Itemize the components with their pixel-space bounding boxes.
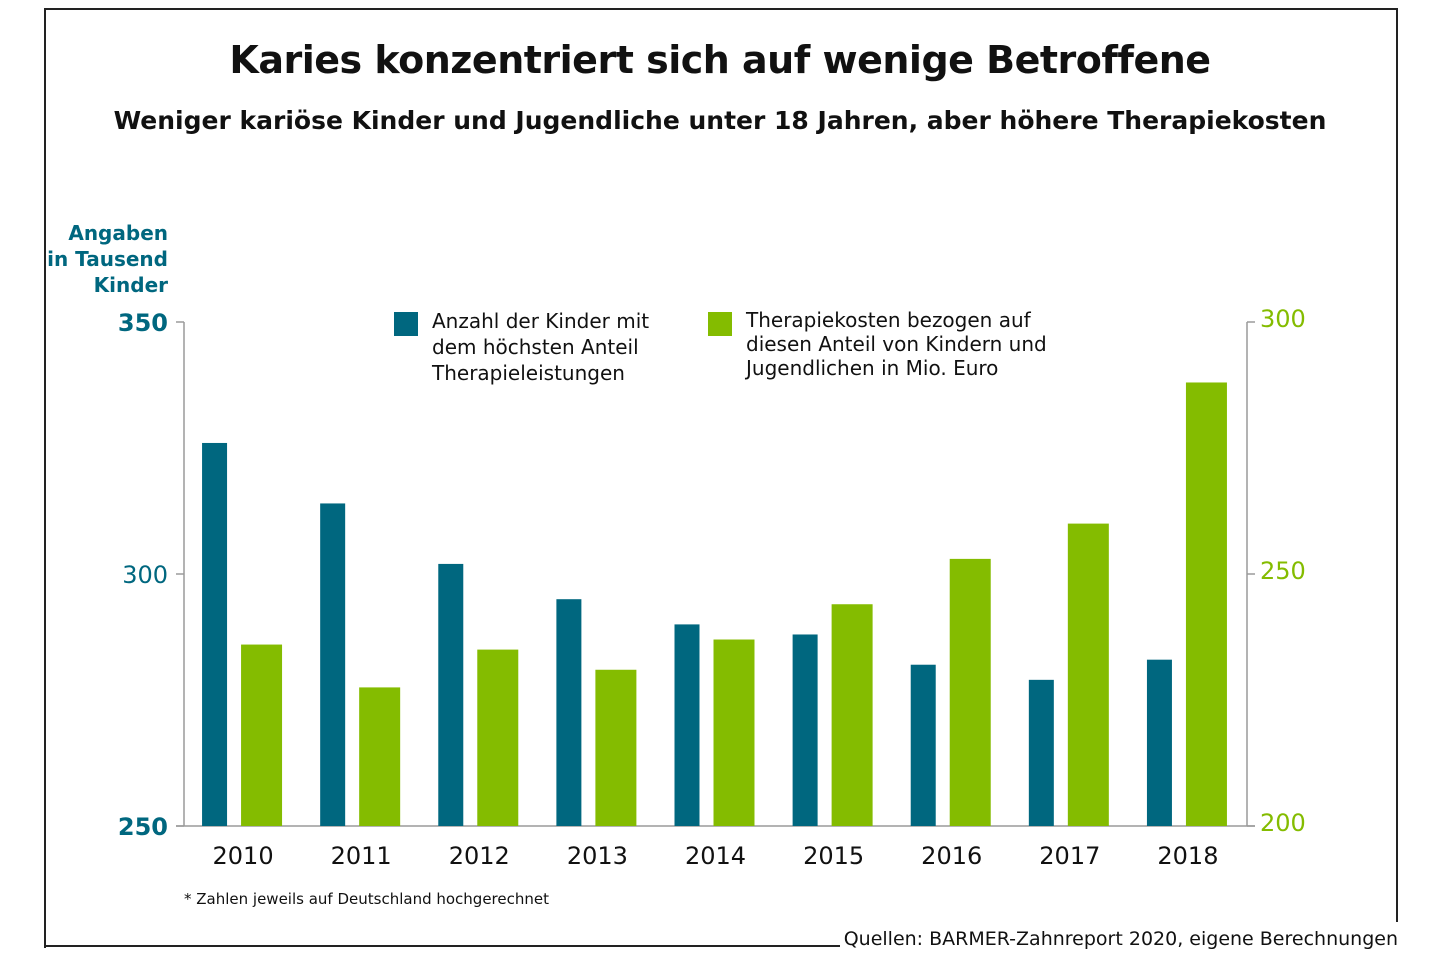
bar-children-2011	[320, 503, 346, 826]
bar-costs-2018	[1185, 382, 1227, 826]
bar-costs-2017	[1067, 523, 1109, 826]
y-axis-left-tick-label: 300	[122, 561, 168, 589]
y-axis-left-tick-label: 350	[118, 309, 168, 337]
bar-children-2010	[202, 442, 228, 826]
legend-label-line: Jugendlichen in Mio. Euro	[746, 356, 999, 380]
legend-label-line: Therapiekosten bezogen auf	[746, 308, 1031, 332]
x-axis-tick-label: 2010	[213, 842, 274, 870]
legend-label-line: Therapieleistungen	[432, 361, 625, 385]
x-axis-tick-label: 2017	[1039, 842, 1100, 870]
bar-children-2018	[1146, 659, 1172, 826]
bar-costs-2016	[949, 558, 991, 826]
y-axis-right-tick-label: 300	[1260, 305, 1306, 333]
bar-children-2012	[438, 563, 464, 826]
bar-costs-2013	[595, 669, 637, 826]
footnote: * Zahlen jeweils auf Deutschland hochger…	[184, 890, 549, 908]
x-axis-tick-label: 2013	[567, 842, 628, 870]
y-axis-left-label-line: in Tausend	[47, 247, 168, 271]
bar-costs-2012	[477, 649, 519, 826]
chart-title: Karies konzentriert sich auf wenige Betr…	[229, 38, 1211, 82]
chart-subtitle: Weniger kariöse Kinder und Jugendliche u…	[113, 106, 1327, 135]
bar-costs-2011	[359, 687, 401, 826]
source-note: Quellen: BARMER-Zahnreport 2020, eigene …	[839, 928, 1398, 950]
y-axis-left-label-line: Kinder	[93, 273, 168, 297]
legend-label-children: Anzahl der Kinder mit dem höchsten Antei…	[432, 308, 732, 386]
y-axis-left-label: Angaben in Tausend Kinder	[8, 220, 168, 298]
x-axis-tick-label: 2015	[803, 842, 864, 870]
x-axis-tick-label: 2011	[331, 842, 392, 870]
legend-label-line: diesen Anteil von Kindern und	[746, 332, 1047, 356]
legend-swatch-costs	[708, 312, 732, 336]
frame-border	[44, 8, 1398, 948]
y-axis-right-tick-label: 200	[1260, 809, 1306, 837]
bar-costs-2015	[831, 604, 873, 826]
bar-children-2013	[556, 599, 582, 826]
legend-label-line: dem höchsten Anteil	[432, 335, 639, 359]
y-axis-right-tick-label: 250	[1260, 557, 1306, 585]
legend-label-line: Anzahl der Kinder mit	[432, 309, 650, 333]
legend-swatch-children	[394, 312, 418, 336]
y-axis-left-label-line: Angaben	[68, 221, 168, 245]
x-axis-tick-label: 2012	[449, 842, 510, 870]
bar-children-2016	[910, 664, 936, 826]
bar-children-2017	[1028, 679, 1054, 826]
bar-costs-2010	[241, 644, 283, 826]
x-axis-tick-label: 2018	[1157, 842, 1218, 870]
plot-area: 250 300 350 200 250 300 2010 2011 2012 2013 2014 20…	[118, 305, 1306, 870]
bar-costs-2014	[713, 639, 755, 826]
y-axis-left-tick-label: 250	[118, 813, 168, 841]
x-axis-tick-label: 2014	[685, 842, 746, 870]
x-axis-tick-label: 2016	[921, 842, 982, 870]
legend-label-costs: Therapiekosten bezogen auf diesen Anteil…	[746, 308, 1066, 380]
bar-children-2014	[674, 624, 700, 826]
bar-children-2015	[792, 634, 818, 826]
